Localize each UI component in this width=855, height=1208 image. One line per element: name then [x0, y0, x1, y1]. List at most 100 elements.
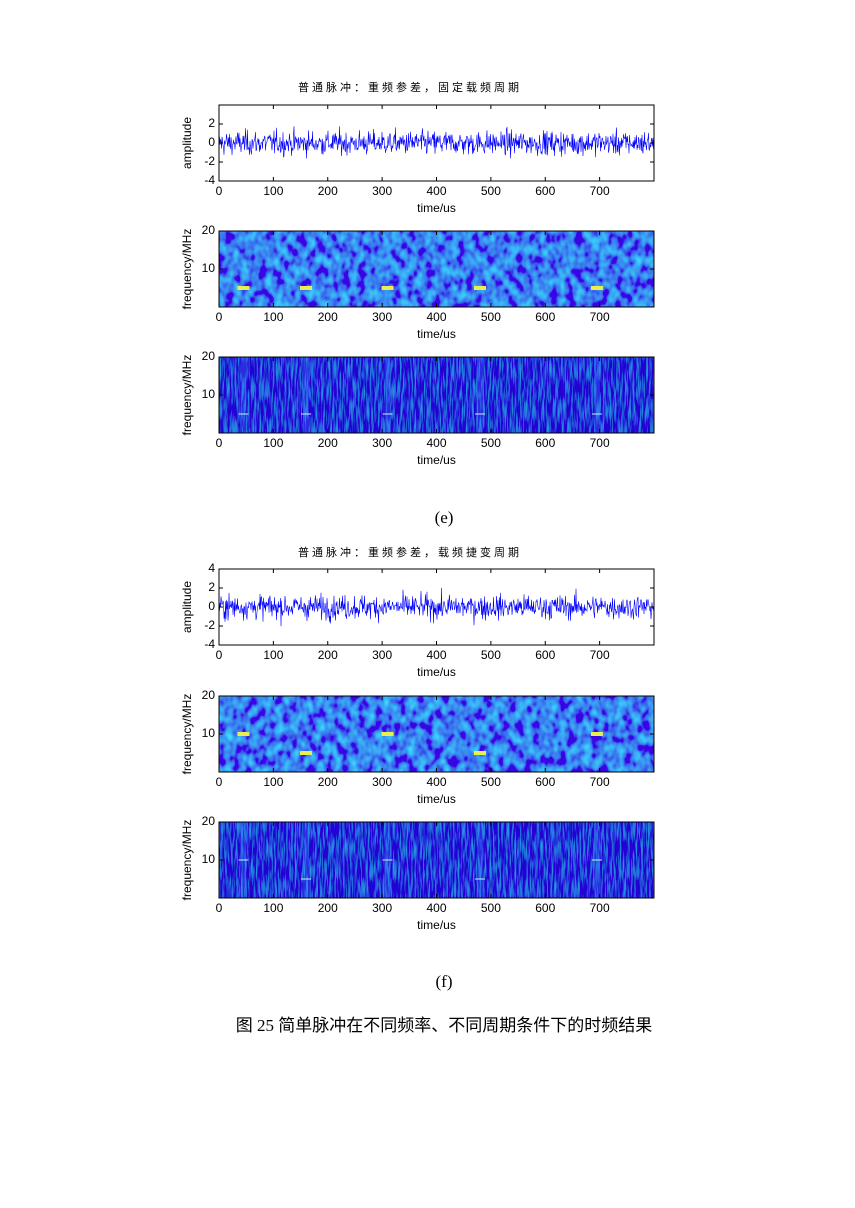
x-tick-label: 600 [535, 436, 555, 450]
caption: 图 25 简单脉冲在不同频率、不同周期条件下的时频结果 [236, 1016, 653, 1035]
pulse [237, 732, 250, 736]
x-tick-label: 200 [318, 901, 338, 915]
spectrogram-noise [219, 696, 654, 772]
y-tick-label: -2 [204, 618, 215, 632]
waveform [219, 587, 654, 627]
y-tick-label: 2 [208, 116, 215, 130]
x-tick-label: 700 [590, 775, 610, 789]
y-tick-label: -4 [204, 637, 215, 651]
spectrogram-noise [219, 357, 654, 433]
x-tick-label: 300 [372, 436, 392, 450]
y-tick-label: 0 [208, 135, 215, 149]
y-axis-label: frequency/MHz [180, 355, 194, 436]
x-axis-label: time/us [417, 792, 456, 806]
panel-label: (e) [435, 508, 454, 527]
y-tick-label: -2 [204, 154, 215, 168]
x-tick-label: 300 [372, 901, 392, 915]
waveform [219, 126, 654, 159]
streak [303, 357, 309, 433]
plot-area [219, 822, 654, 898]
x-axis-label: time/us [417, 201, 456, 215]
y-tick-label: 20 [202, 688, 216, 702]
x-tick-label: 700 [590, 648, 610, 662]
x-tick-label: 500 [481, 436, 501, 450]
subplot: 0 100 200 300 400 500 600 700 10 20 time/us frequen… [180, 814, 655, 932]
x-tick-label: 600 [535, 310, 555, 324]
y-tick-label: 2 [208, 580, 215, 594]
pulse [300, 286, 312, 290]
x-axis-label: time/us [417, 327, 456, 341]
subplot: 0 100 200 300 400 500 600 700 -4 -2 0 2 4 time/us ampl… [180, 561, 655, 679]
x-tick-label: 100 [263, 648, 283, 662]
x-tick-label: 200 [318, 775, 338, 789]
x-tick-label: 500 [481, 901, 501, 915]
pulse [237, 286, 250, 290]
x-tick-label: 500 [481, 775, 501, 789]
x-tick-label: 100 [263, 310, 283, 324]
x-tick-label: 600 [535, 184, 555, 198]
streak [240, 357, 247, 433]
x-tick-label: 500 [481, 648, 501, 662]
x-tick-label: 400 [426, 775, 446, 789]
y-axis-label: frequency/MHz [180, 229, 194, 310]
panel-label: (f) [436, 972, 453, 991]
y-tick-label: -4 [204, 173, 215, 187]
x-tick-label: 100 [263, 775, 283, 789]
y-tick-label: 10 [202, 387, 216, 401]
y-axis-label: amplitude [180, 581, 194, 633]
streak [477, 357, 483, 433]
x-tick-label: 700 [590, 901, 610, 915]
spectrogram-noise [219, 822, 654, 898]
x-axis-label: time/us [417, 453, 456, 467]
x-tick-label: 600 [535, 775, 555, 789]
x-tick-label: 100 [263, 184, 283, 198]
subplot: 0 100 200 300 400 500 600 700 -4 -2 0 2 time/us ampli… [180, 104, 655, 215]
panel-title: 普通脉冲：重频参差，载频捷变周期 [298, 545, 522, 559]
x-tick-label: 100 [263, 901, 283, 915]
x-tick-label: 600 [535, 648, 555, 662]
x-tick-label: 0 [216, 184, 223, 198]
x-tick-label: 200 [318, 436, 338, 450]
streak [303, 822, 309, 898]
x-tick-label: 300 [372, 775, 392, 789]
pulse [590, 732, 603, 736]
x-tick-label: 600 [535, 901, 555, 915]
x-tick-label: 400 [426, 310, 446, 324]
streak [593, 357, 600, 433]
x-tick-label: 0 [216, 648, 223, 662]
subplot: 0 100 200 300 400 500 600 700 10 20 time/us frequen… [180, 688, 655, 806]
y-tick-label: 20 [202, 349, 216, 363]
pulse [300, 751, 312, 755]
x-tick-label: 300 [372, 648, 392, 662]
x-tick-label: 700 [590, 436, 610, 450]
x-tick-label: 0 [216, 436, 223, 450]
x-tick-label: 500 [481, 310, 501, 324]
x-tick-label: 0 [216, 310, 223, 324]
x-axis-label: time/us [417, 918, 456, 932]
x-tick-label: 300 [372, 310, 392, 324]
pulse [474, 751, 486, 755]
y-tick-label: 10 [202, 726, 216, 740]
x-tick-label: 300 [372, 184, 392, 198]
plot-area [219, 126, 654, 159]
plot-area [219, 357, 654, 433]
spectrogram-noise [219, 231, 654, 307]
x-tick-label: 500 [481, 184, 501, 198]
x-tick-label: 400 [426, 648, 446, 662]
x-tick-label: 200 [318, 648, 338, 662]
y-axis-label: frequency/MHz [180, 694, 194, 775]
x-tick-label: 200 [318, 310, 338, 324]
x-axis-label: time/us [417, 665, 456, 679]
x-tick-label: 700 [590, 310, 610, 324]
subplot: 0 100 200 300 400 500 600 700 10 20 time/us frequen… [180, 223, 655, 341]
x-tick-label: 200 [318, 184, 338, 198]
pulse [381, 732, 394, 736]
plot-area [219, 231, 654, 307]
plot-area [219, 696, 654, 772]
x-tick-label: 0 [216, 901, 223, 915]
plot-area [219, 587, 654, 627]
subplot: 0 100 200 300 400 500 600 700 10 20 time/us frequen… [180, 349, 655, 467]
y-tick-label: 10 [202, 261, 216, 275]
y-tick-label: 10 [202, 852, 216, 866]
